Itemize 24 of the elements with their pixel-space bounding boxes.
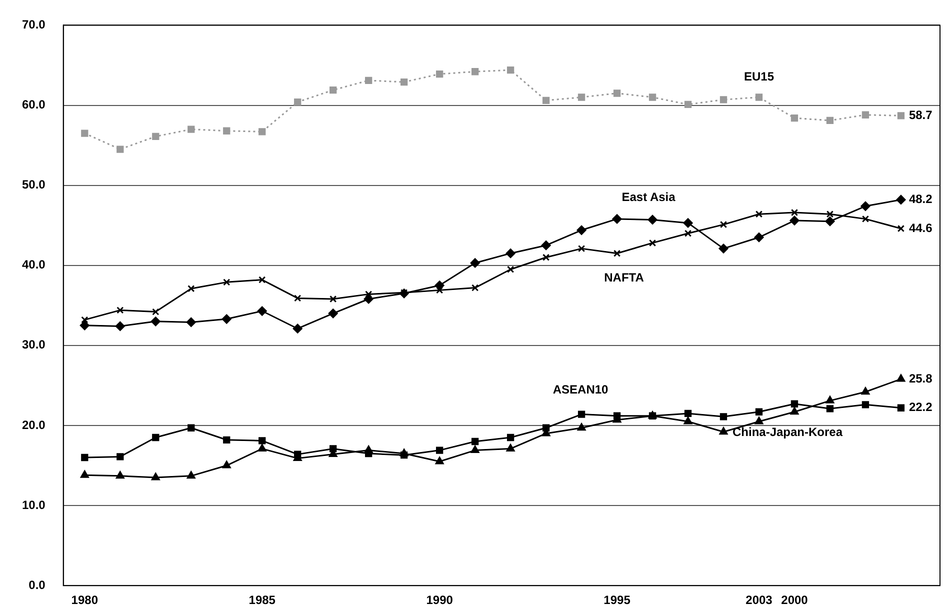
x-tick-label: 1985 bbox=[248, 593, 276, 608]
x-tick-label: 1990 bbox=[426, 593, 454, 608]
y-tick-label: 10.0 bbox=[22, 498, 46, 512]
x-tick-label: 2003 bbox=[746, 593, 773, 608]
data-label: 48.2 bbox=[908, 192, 933, 206]
series-label: East Asia bbox=[622, 190, 676, 204]
x-tick-label: 2000 bbox=[781, 593, 808, 608]
y-tick-label: 50.0 bbox=[22, 178, 46, 192]
y-tick-label: 70.0 bbox=[22, 18, 46, 32]
data-label: 22.2 bbox=[908, 400, 933, 414]
data-label: 58.7 bbox=[908, 108, 933, 122]
series-label: NAFTA bbox=[604, 270, 644, 285]
data-label: 25.8 bbox=[908, 371, 933, 386]
series-label: China-Japan-Korea bbox=[732, 425, 843, 440]
x-tick-label: 1995 bbox=[604, 593, 631, 608]
y-tick-label: 40.0 bbox=[22, 258, 46, 272]
series-label: EU15 bbox=[744, 70, 774, 84]
y-tick-label: 0.0 bbox=[28, 578, 46, 592]
x-tick-label: 1980 bbox=[71, 593, 98, 608]
data-label: 44.6 bbox=[908, 220, 933, 235]
series-label: ASEAN10 bbox=[552, 382, 609, 397]
y-tick-label: 30.0 bbox=[22, 338, 46, 352]
y-tick-label: 20.0 bbox=[22, 418, 46, 432]
y-tick-label: 60.0 bbox=[22, 98, 46, 112]
